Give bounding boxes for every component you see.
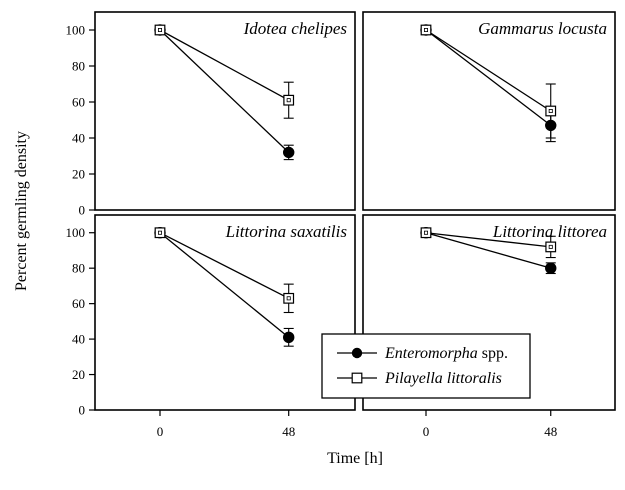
- x-tick-label: 0: [157, 424, 164, 439]
- point-pilayella-inner: [548, 109, 553, 114]
- series-line: [159, 29, 290, 101]
- panel-frame: [362, 214, 616, 411]
- point-pilayella: [283, 94, 295, 106]
- y-tick-label: 20: [72, 167, 85, 182]
- legend-marker-square: [351, 372, 363, 384]
- y-tick-label: 20: [72, 367, 85, 382]
- y-tick-label: 40: [72, 332, 85, 347]
- y-tick-label: 60: [72, 95, 85, 110]
- legend-label: Pilayella littoralis: [384, 370, 502, 387]
- panel-frame: [362, 11, 616, 211]
- point-pilayella: [420, 24, 432, 36]
- legend-label-italic: Enteromorpha: [384, 345, 478, 362]
- point-pilayella-inner: [286, 296, 291, 301]
- point-pilayella-inner: [157, 230, 162, 235]
- series-line: [159, 232, 290, 338]
- point-pilayella: [283, 292, 295, 304]
- series-line: [159, 29, 290, 153]
- y-tick-label: 40: [72, 131, 85, 146]
- x-tick-label: 48: [544, 424, 557, 439]
- legend-marker-circle: [351, 347, 363, 359]
- text-layer: Idotea chelipes Gammarus locusta Littorina…: [13, 19, 607, 467]
- panel-frame: [94, 214, 356, 411]
- panel-title: Littorina saxatilis: [225, 222, 348, 241]
- panel-frame: [94, 11, 356, 211]
- point-pilayella: [420, 227, 432, 239]
- y-axis-title: Percent germling density: [13, 131, 30, 291]
- x-axis-title: Time [h]: [327, 450, 383, 467]
- point-enteromorpha: [283, 146, 295, 159]
- y-tick-label: 80: [72, 59, 85, 74]
- y-tick-label: 100: [66, 23, 86, 38]
- point-pilayella-inner: [423, 27, 428, 32]
- series-line: [425, 29, 552, 112]
- x-tick-label: 48: [282, 424, 295, 439]
- series-line: [159, 232, 289, 299]
- y-tick-label: 0: [79, 203, 86, 218]
- axes: 0 20 40 60 80 100 0 20 40 60 80 100 0 48 0 48: [66, 23, 558, 440]
- point-pilayella: [545, 105, 557, 117]
- point-pilayella-inner: [423, 230, 428, 235]
- panel-title: Idotea chelipes: [243, 19, 348, 38]
- x-tick-label: 0: [423, 424, 430, 439]
- series-line: [425, 232, 551, 269]
- point-enteromorpha: [545, 262, 557, 274]
- legend-label-italic: Pilayella littoralis: [384, 370, 502, 387]
- point-pilayella: [154, 227, 166, 239]
- point-pilayella-inner: [157, 27, 162, 32]
- legend-label: Enteromorpha spp.: [384, 345, 508, 362]
- point-pilayella: [154, 24, 166, 36]
- legend: Enteromorpha spp. Pilayella littoralis: [321, 333, 531, 399]
- data-layer: [154, 24, 557, 347]
- y-tick-label: 0: [79, 403, 86, 418]
- y-tick-label: 60: [72, 296, 85, 311]
- legend-box: [321, 333, 531, 399]
- point-pilayella-inner: [286, 98, 291, 103]
- y-tick-label: 80: [72, 261, 85, 276]
- point-pilayella: [545, 241, 557, 253]
- panel-title: Gammarus locusta: [478, 19, 607, 38]
- series-line: [425, 29, 552, 126]
- legend-label-plain: spp.: [478, 345, 508, 362]
- series-line: [425, 232, 551, 248]
- panel-frames: [94, 11, 616, 411]
- y-tick-label: 100: [66, 225, 86, 240]
- panel-title: Littorina littorea: [492, 222, 607, 241]
- point-pilayella-inner: [548, 244, 553, 249]
- point-enteromorpha: [283, 331, 295, 344]
